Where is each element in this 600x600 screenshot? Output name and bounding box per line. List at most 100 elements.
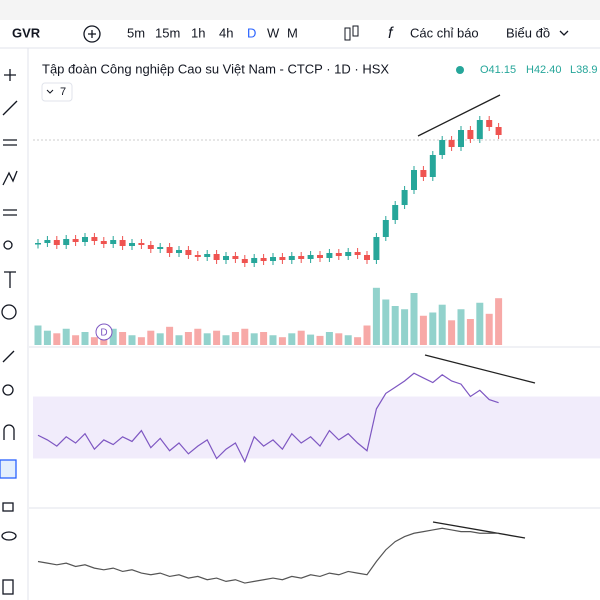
candle-icon[interactable] <box>344 25 359 41</box>
candle-body <box>241 259 248 263</box>
legend-open: O41.15 <box>480 64 516 76</box>
volume-bar <box>344 335 352 345</box>
candle-body <box>82 237 88 242</box>
indicators-button[interactable]: Các chỉ báo <box>410 25 479 40</box>
interval-button[interactable]: 5m <box>127 25 145 40</box>
candle-body <box>335 253 342 256</box>
volume-bar <box>166 326 174 345</box>
collapse-count: 7 <box>60 86 66 98</box>
volume-bar <box>278 337 286 345</box>
candle-body <box>364 255 370 260</box>
volume-bar <box>485 313 493 345</box>
volume-bar <box>382 299 390 345</box>
candle-body <box>288 256 295 260</box>
trend-line <box>432 521 526 539</box>
candle-body <box>185 250 192 255</box>
drawing-tools[interactable] <box>0 69 18 595</box>
volume-bar <box>175 335 183 345</box>
candle-body <box>345 252 352 256</box>
candle-body <box>420 170 427 177</box>
volume-bar <box>429 312 437 345</box>
candle-body <box>91 237 98 241</box>
rsi-band <box>33 396 600 459</box>
volume-bar <box>372 287 380 345</box>
candle-body <box>307 255 314 259</box>
volume-bar <box>466 319 474 345</box>
candle-body <box>53 240 60 245</box>
candle-body <box>279 257 286 260</box>
candle-body <box>382 220 389 237</box>
symbol[interactable]: GVR <box>12 25 41 40</box>
volume-bar <box>109 328 117 345</box>
volume-bar <box>363 325 371 345</box>
candle-body <box>326 253 333 258</box>
candle-body <box>110 240 117 244</box>
candle-body <box>44 240 51 243</box>
volume-bar <box>147 330 155 345</box>
volume-bar <box>62 328 70 345</box>
rsi-line <box>37 372 499 464</box>
candle-body <box>439 140 446 155</box>
candle-body <box>63 239 70 245</box>
interval-button[interactable]: D <box>247 25 256 40</box>
volume-bar <box>119 332 127 345</box>
volume-bar <box>316 335 324 345</box>
collapse-button[interactable] <box>41 82 73 102</box>
candle-body <box>411 170 417 190</box>
candle-body <box>147 245 154 249</box>
candle-body <box>467 130 474 139</box>
candle-body <box>476 120 483 139</box>
candle-body <box>458 130 464 147</box>
trend-line <box>424 354 536 384</box>
volume-bar <box>476 302 484 345</box>
candle-body <box>35 243 41 245</box>
candle-body <box>232 256 239 259</box>
candle-body <box>157 247 164 249</box>
volume-bar <box>288 333 296 345</box>
volume-bar <box>448 320 456 345</box>
candle-body <box>392 205 399 220</box>
volume-bar <box>43 330 51 345</box>
fx-icon: f <box>388 25 394 42</box>
volume-bar <box>81 332 89 345</box>
volume-bar <box>335 333 343 345</box>
candle-body <box>223 256 229 260</box>
interval-button[interactable]: M <box>287 25 298 40</box>
volume-bar <box>354 337 362 345</box>
interval-button[interactable]: 1h <box>191 25 205 40</box>
top-strip <box>0 0 600 20</box>
candle-body <box>260 258 267 261</box>
volume-bar <box>401 309 409 345</box>
add-button[interactable] <box>83 25 101 43</box>
candle-body <box>176 250 182 253</box>
candle-body <box>317 255 323 258</box>
candle-body <box>213 254 220 260</box>
interval-button[interactable]: 4h <box>219 25 233 40</box>
volume-bar <box>457 309 465 345</box>
candle-body <box>138 243 145 245</box>
volume-bar <box>53 333 61 345</box>
collapse-icon <box>46 89 54 94</box>
volume-bar <box>391 306 399 345</box>
candle-body <box>100 241 107 244</box>
candle-body <box>401 190 408 205</box>
dividend-marker[interactable] <box>95 323 113 341</box>
volume-bar <box>137 337 145 345</box>
volume-bar <box>250 333 258 345</box>
trend-line <box>417 94 501 137</box>
interval-button[interactable]: W <box>267 25 280 40</box>
candle-body <box>429 155 436 177</box>
volume-bar <box>419 315 427 345</box>
chart-button[interactable]: Biểu đồ <box>506 25 550 40</box>
volume-bar <box>72 335 80 345</box>
volume-bar <box>90 337 98 345</box>
volume-bar <box>410 293 418 345</box>
candle-body <box>270 257 276 261</box>
interval-button[interactable]: 15m <box>155 25 180 40</box>
candle-body <box>251 258 258 263</box>
volume-bar <box>260 332 268 345</box>
candle-body <box>373 237 380 260</box>
add-icon <box>88 30 96 38</box>
candle-body <box>194 255 201 257</box>
